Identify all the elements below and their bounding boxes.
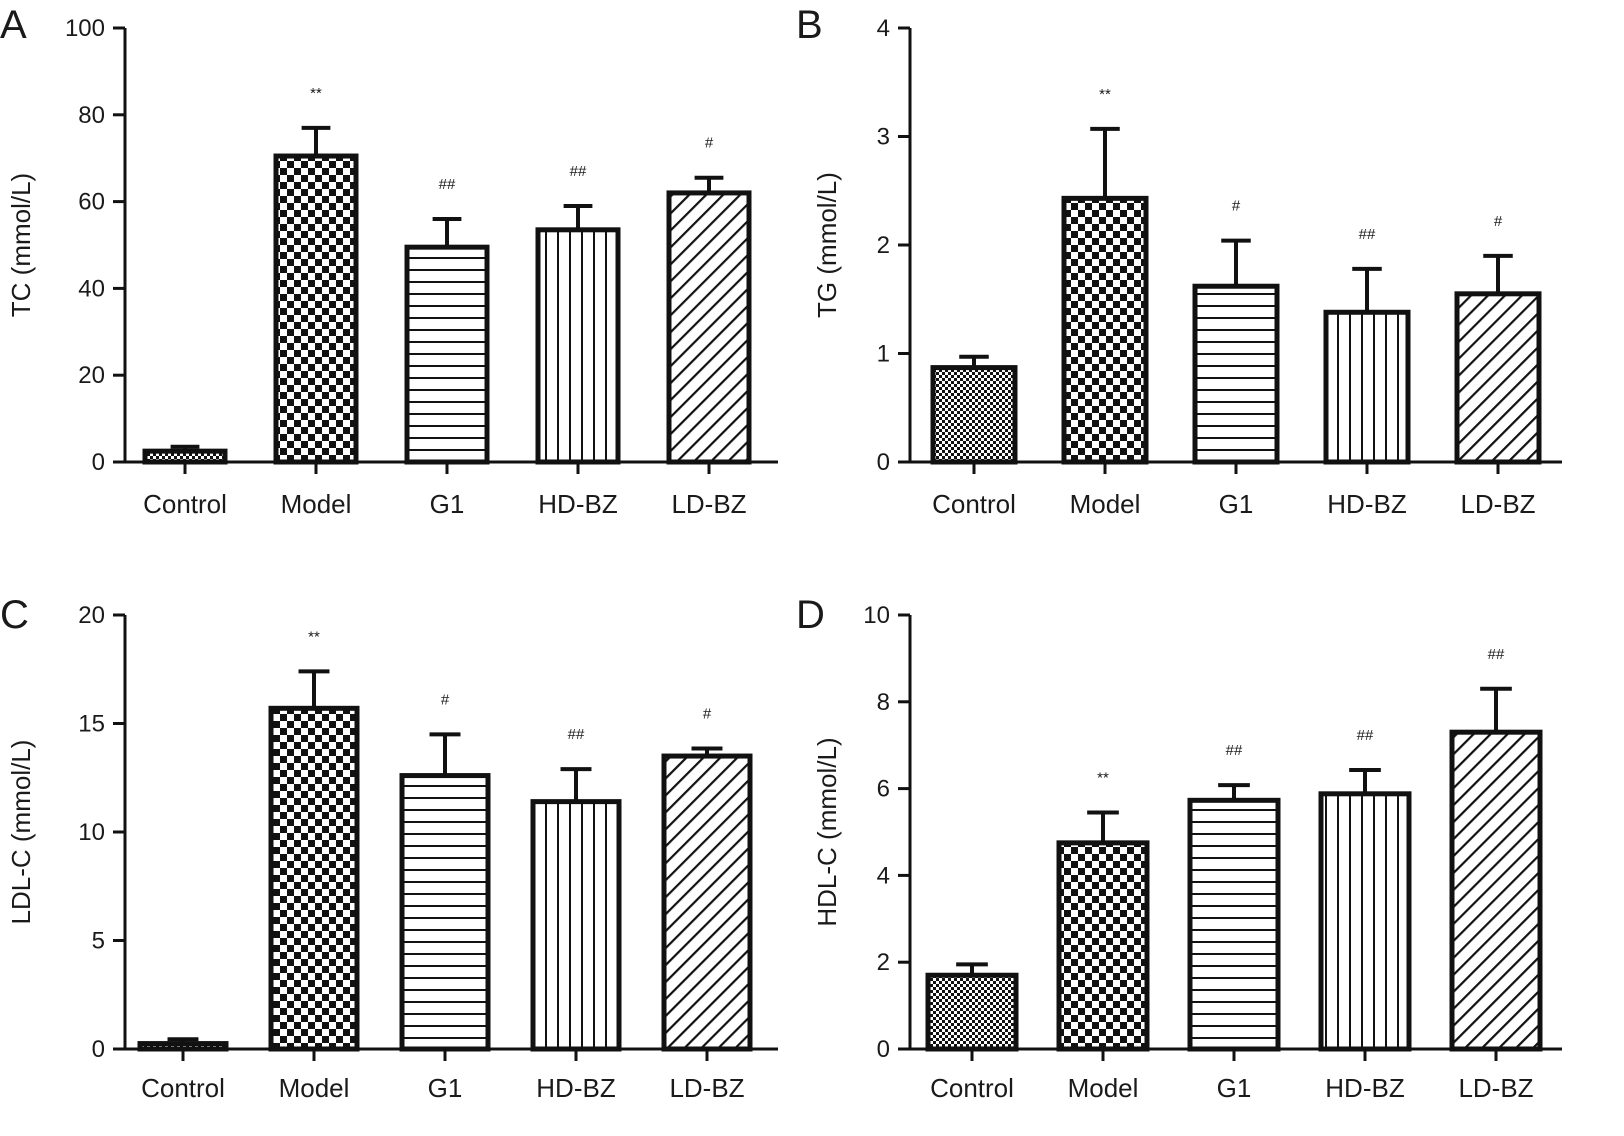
panel-letter: D xyxy=(796,593,825,637)
x-tick-label: HD-BZ xyxy=(1325,1073,1405,1103)
bar-ld-bz xyxy=(661,753,753,1052)
x-tick-label: G1 xyxy=(430,489,465,519)
y-tick-label: 1 xyxy=(877,341,890,368)
x-tick-label: HD-BZ xyxy=(536,1073,616,1103)
significance-label: ## xyxy=(570,163,587,180)
bar-control xyxy=(137,1041,229,1052)
x-tick-label: Control xyxy=(930,1073,1014,1103)
y-tick-label: 20 xyxy=(78,602,105,629)
bar-model xyxy=(1061,195,1149,465)
significance-label: # xyxy=(1494,213,1503,230)
y-tick-label: 3 xyxy=(877,124,890,151)
panel-letter: A xyxy=(0,3,27,47)
x-tick-label: LD-BZ xyxy=(1458,1073,1533,1103)
bar-g1 xyxy=(1187,797,1281,1052)
significance-label: ## xyxy=(439,176,456,193)
bar-hd-bz xyxy=(1323,309,1411,465)
y-tick-label: 60 xyxy=(78,189,105,216)
x-tick-label: Model xyxy=(1070,489,1141,519)
significance-label: ** xyxy=(308,628,320,645)
significance-label: # xyxy=(703,705,712,722)
x-tick-label: LD-BZ xyxy=(671,489,746,519)
y-tick-label: 8 xyxy=(877,689,890,716)
y-tick-label: 0 xyxy=(92,1036,105,1063)
x-tick-label: LD-BZ xyxy=(1460,489,1535,519)
significance-label: # xyxy=(441,691,450,708)
x-tick-label: Model xyxy=(279,1073,350,1103)
x-tick-label: Model xyxy=(1068,1073,1139,1103)
y-tick-label: 15 xyxy=(78,711,105,738)
panel-D: D 0 2 4 6 8 10 HDL-C (mmol/L) Control Model ** G1 ##… xyxy=(796,593,1562,1103)
y-tick-label: 2 xyxy=(877,949,890,976)
y-tick-label: 6 xyxy=(877,776,890,803)
bar-model xyxy=(268,705,360,1052)
panel-letter: B xyxy=(796,3,823,47)
bar-ld-bz xyxy=(1449,729,1543,1052)
significance-label: ** xyxy=(310,85,322,102)
bar-model xyxy=(273,153,359,465)
x-tick-label: HD-BZ xyxy=(538,489,618,519)
significance-label: ** xyxy=(1097,769,1109,786)
y-tick-label: 10 xyxy=(863,602,890,629)
panel-B: B 0 1 2 3 4 TG (mmol/L) Control Model ** G1 # HD-BZ #… xyxy=(796,3,1562,519)
significance-label: ## xyxy=(1226,742,1243,759)
significance-label: ## xyxy=(1488,646,1505,663)
significance-label: ## xyxy=(1359,226,1376,243)
bar-g1 xyxy=(1192,283,1280,465)
panel-letter: C xyxy=(0,593,29,637)
bar-hd-bz xyxy=(530,799,622,1052)
significance-label: ** xyxy=(1099,86,1111,103)
bar-g1 xyxy=(404,244,490,465)
bar-ld-bz xyxy=(666,190,752,465)
y-tick-label: 10 xyxy=(78,819,105,846)
y-axis-label: TC (mmol/L) xyxy=(6,173,36,317)
significance-label: ## xyxy=(1357,727,1374,744)
bar-control xyxy=(925,972,1019,1052)
x-tick-label: G1 xyxy=(428,1073,463,1103)
bar-hd-bz xyxy=(1318,791,1412,1052)
y-tick-label: 80 xyxy=(78,102,105,129)
bar-ld-bz xyxy=(1454,291,1542,465)
significance-label: # xyxy=(705,135,714,152)
bar-model xyxy=(1056,840,1150,1052)
panel-C: C 0 5 10 15 20 LDL-C (mmol/L) Control Model ** G1 #… xyxy=(0,593,778,1103)
y-tick-label: 0 xyxy=(92,449,105,476)
y-axis-label: LDL-C (mmol/L) xyxy=(6,740,36,925)
bar-g1 xyxy=(399,773,491,1052)
y-tick-label: 0 xyxy=(877,449,890,476)
x-tick-label: G1 xyxy=(1217,1073,1252,1103)
significance-label: ## xyxy=(568,726,585,743)
x-tick-label: Control xyxy=(932,489,1016,519)
x-tick-label: G1 xyxy=(1219,489,1254,519)
y-tick-label: 0 xyxy=(877,1036,890,1063)
bar-control xyxy=(142,448,228,465)
panel-A: A 0 20 40 60 80 100 TC (mmol/L) Control Model ** G1… xyxy=(0,3,778,519)
x-tick-label: Model xyxy=(281,489,352,519)
x-tick-label: Control xyxy=(141,1073,225,1103)
y-tick-label: 20 xyxy=(78,362,105,389)
y-tick-label: 4 xyxy=(877,862,890,889)
significance-label: # xyxy=(1232,198,1241,215)
x-tick-label: HD-BZ xyxy=(1327,489,1407,519)
bar-control xyxy=(930,365,1018,465)
x-tick-label: Control xyxy=(143,489,227,519)
y-axis-label: TG (mmol/L) xyxy=(812,172,842,318)
y-tick-label: 40 xyxy=(78,275,105,302)
y-tick-label: 4 xyxy=(877,15,890,42)
y-tick-label: 5 xyxy=(92,928,105,955)
y-axis-label: HDL-C (mmol/L) xyxy=(812,737,842,926)
y-tick-label: 2 xyxy=(877,232,890,259)
bar-hd-bz xyxy=(535,227,621,465)
x-tick-label: LD-BZ xyxy=(669,1073,744,1103)
y-tick-label: 100 xyxy=(65,15,105,42)
